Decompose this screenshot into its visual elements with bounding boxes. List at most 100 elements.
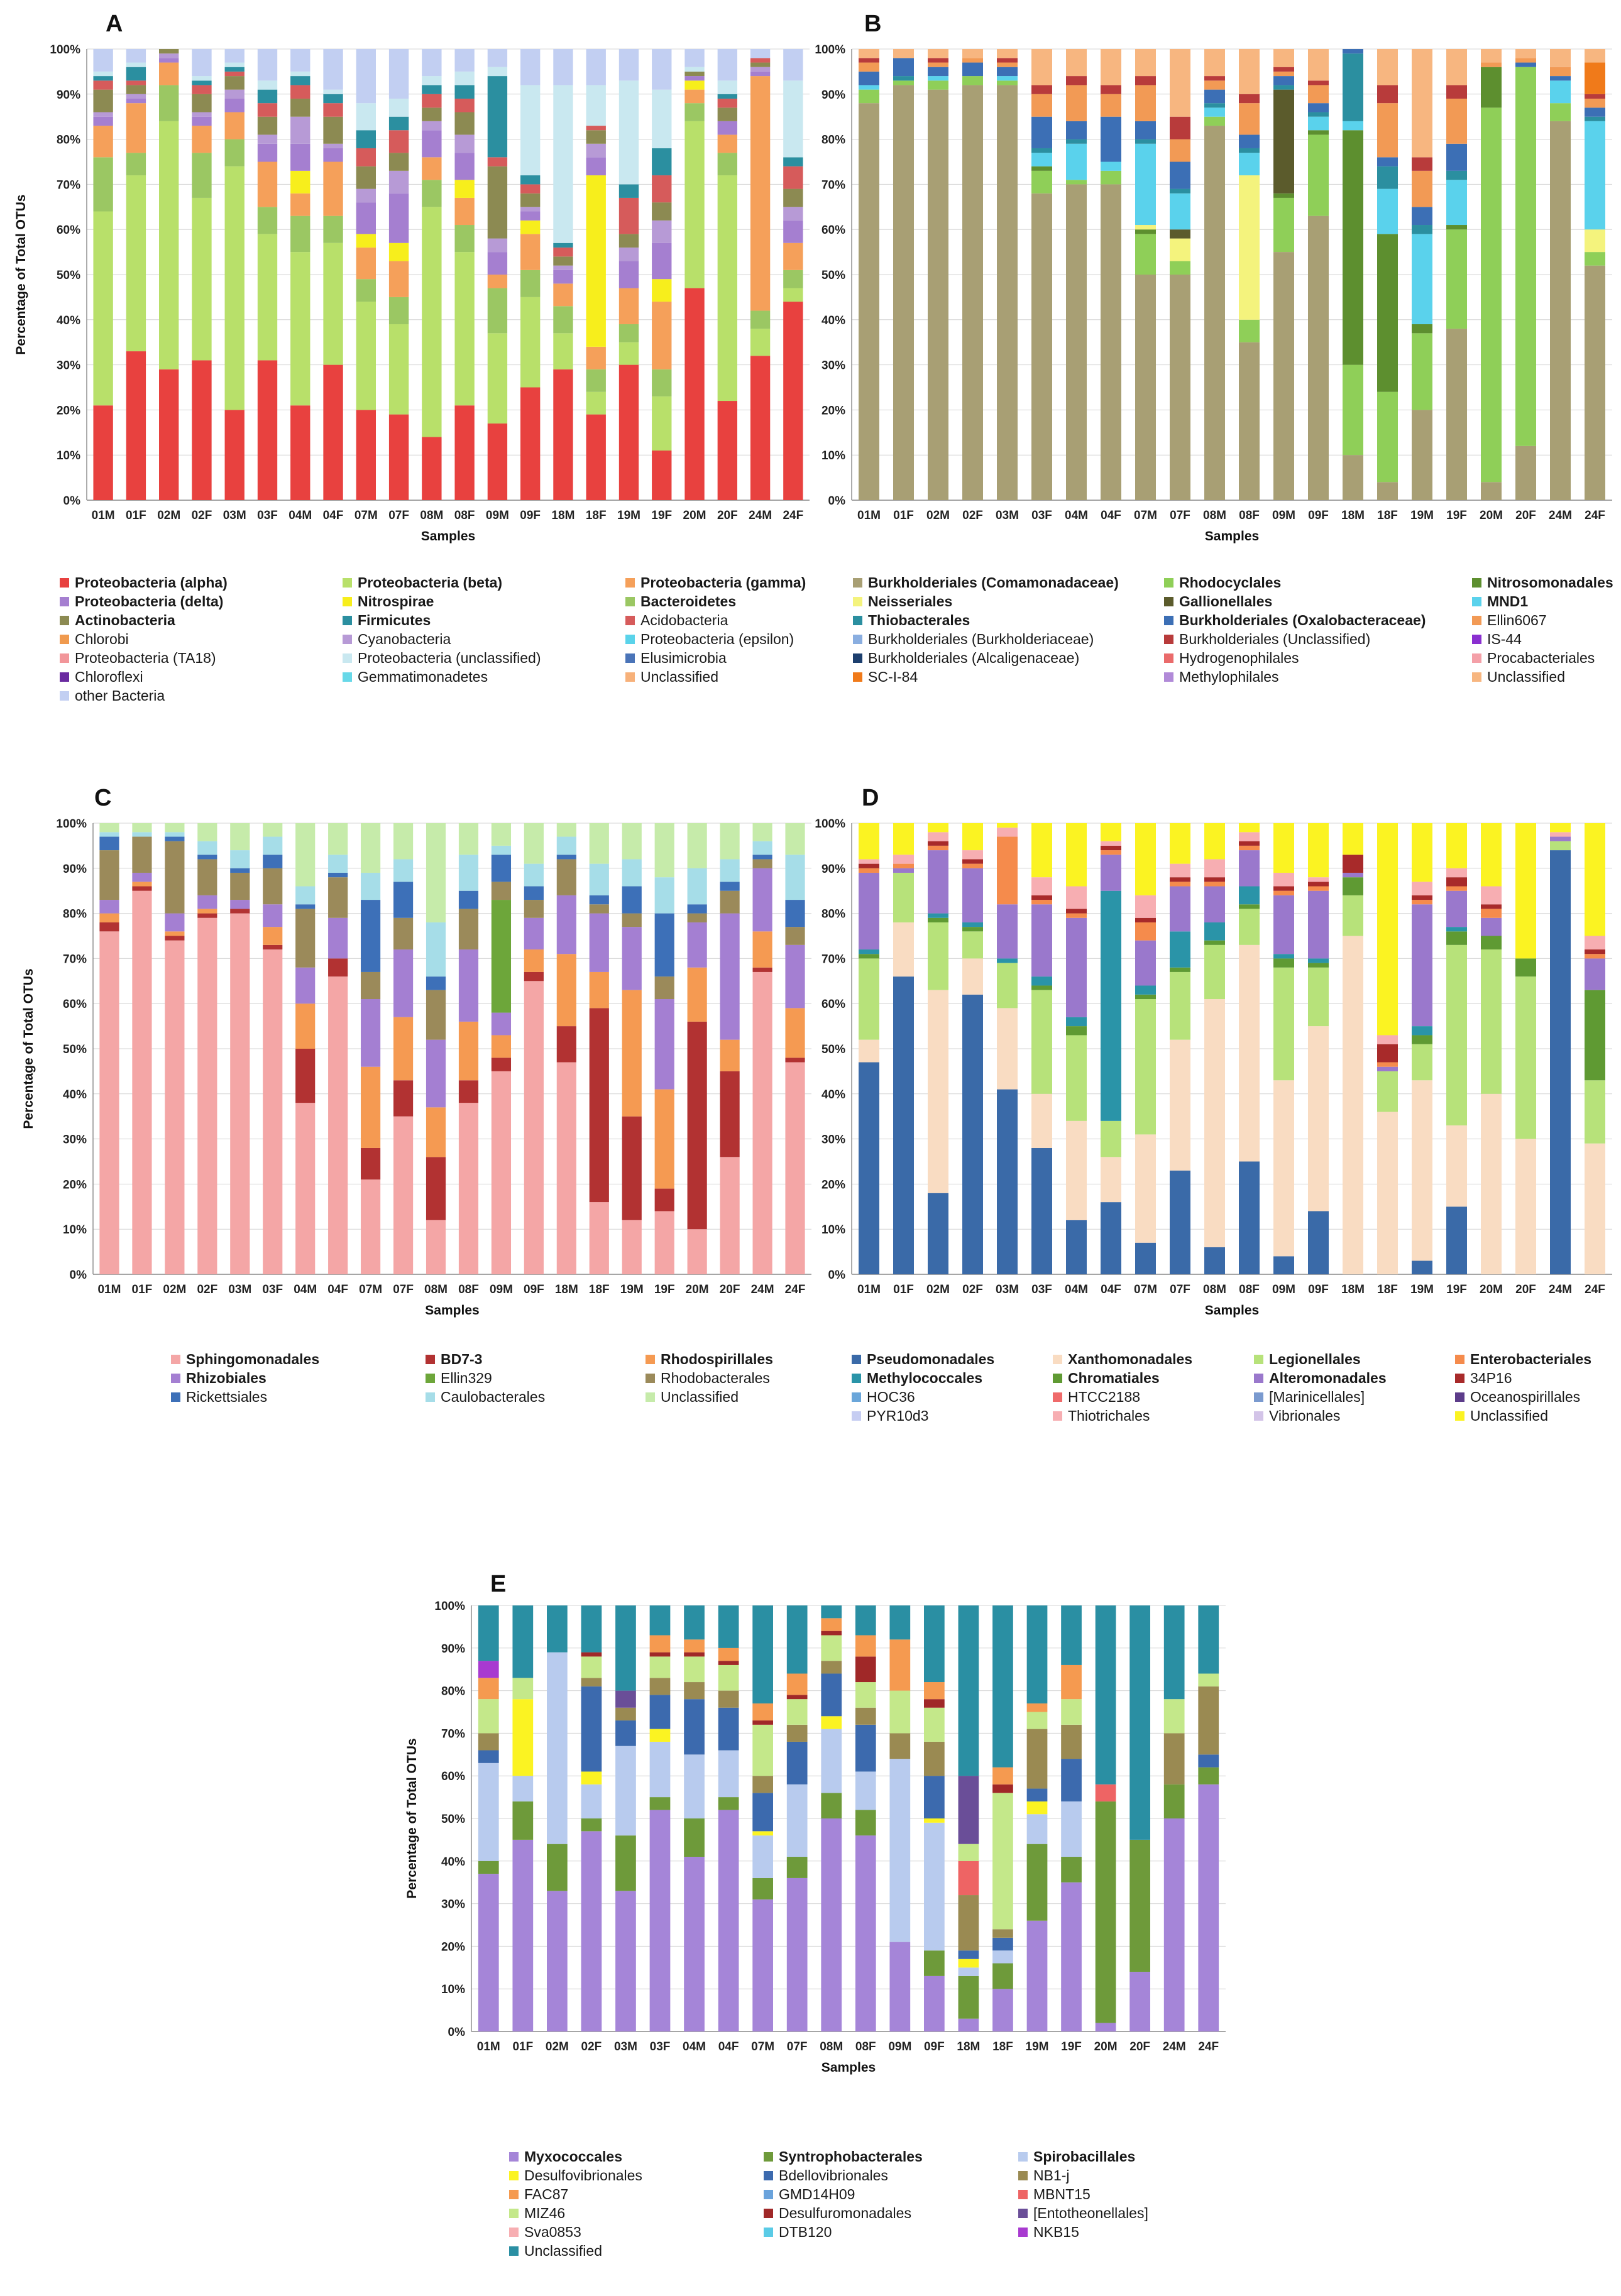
bar-segment: [924, 1741, 945, 1776]
bar-segment: [1066, 1035, 1087, 1121]
legend-swatch: [1472, 578, 1481, 588]
bar-segment: [958, 1967, 979, 1976]
bar-segment: [1585, 265, 1605, 500]
bar-segment: [422, 85, 442, 94]
bar-segment: [1239, 832, 1260, 841]
y-tick-label: 20%: [821, 1178, 845, 1191]
y-tick-label: 0%: [828, 1269, 846, 1282]
bar-segment: [717, 80, 737, 94]
bar-segment: [684, 89, 705, 104]
bar-segment: [859, 863, 879, 868]
x-tick-label: 03M: [996, 509, 1019, 522]
bar-segment: [1585, 958, 1605, 990]
x-tick-label: 18F: [589, 1283, 610, 1296]
bar-segment: [1412, 170, 1432, 207]
legend-swatch: [1472, 672, 1481, 682]
bar-segment: [958, 1844, 979, 1861]
legend-swatch: [60, 672, 69, 682]
bar-segment: [717, 401, 737, 500]
bar-segment: [1481, 904, 1502, 909]
bar-segment: [1550, 80, 1571, 104]
bar-segment: [997, 67, 1018, 77]
legend-item: HTCC2188: [1053, 1389, 1241, 1406]
bar-segment: [1239, 103, 1260, 135]
bar-segment: [1515, 976, 1536, 1139]
x-tick-label: 09F: [1308, 1283, 1329, 1296]
bar-segment: [458, 823, 479, 855]
x-tick-label: 03F: [1031, 1283, 1052, 1296]
bar-segment: [1031, 153, 1052, 167]
bar-segment: [1273, 76, 1294, 85]
legend-swatch: [852, 1355, 861, 1364]
bar-segment: [263, 904, 283, 927]
x-tick-label: 03F: [257, 509, 278, 522]
x-tick-label: 07M: [354, 509, 378, 522]
x-tick-label: 01F: [126, 509, 146, 522]
bar-segment: [553, 283, 573, 307]
bar-segment: [893, 85, 914, 500]
y-tick-label: 70%: [441, 1727, 465, 1741]
bar-segment: [1204, 999, 1225, 1247]
bar-segment: [323, 364, 343, 500]
legend-item: Thiotrichales: [1053, 1408, 1241, 1424]
bar-segment: [290, 170, 310, 194]
legend-label: Bacteroidetes: [640, 593, 737, 610]
bar-segment: [197, 913, 217, 918]
x-axis-title: Samples: [1205, 529, 1259, 544]
x-tick-label: 03F: [650, 2040, 671, 2053]
bar-segment: [1585, 121, 1605, 230]
bar-segment: [356, 49, 376, 104]
bar-segment: [1239, 909, 1260, 945]
y-tick-label: 60%: [821, 224, 845, 237]
bar-segment: [1308, 1211, 1329, 1274]
bar-segment: [1170, 116, 1190, 139]
bar-segment: [1308, 134, 1329, 216]
bar-segment: [1239, 1161, 1260, 1274]
bar-segment: [1101, 116, 1121, 162]
bar-segment: [487, 76, 508, 158]
bar-segment: [1481, 823, 1502, 887]
bar-segment: [454, 405, 475, 500]
chart-d-svg: D 0% 10% 20% 30% 40% 50% 60% 70% 80% 90% 100% 01M 01F…: [815, 785, 1612, 1318]
legend-item: MIZ46: [509, 2205, 751, 2222]
bar-segment: [889, 1605, 911, 1640]
legend-label: Chloroflexi: [75, 669, 143, 685]
bar-segment: [1412, 823, 1432, 882]
x-axis-title: Samples: [425, 1303, 479, 1318]
bar-segment: [752, 1720, 773, 1725]
bar-segment: [618, 364, 639, 500]
bar-segment: [126, 85, 146, 94]
bar-segment: [1204, 89, 1225, 104]
bar-segment: [958, 1605, 979, 1776]
bar-segment: [717, 107, 737, 121]
bar-segment: [1446, 49, 1467, 85]
legend-label: Ellin329: [441, 1370, 492, 1386]
legend-label: Rhodocyclales: [1179, 574, 1282, 591]
bar-segment: [992, 1989, 1013, 2031]
y-tick-label: 40%: [57, 314, 80, 327]
bar-segment: [1066, 909, 1087, 914]
bar-segment: [783, 288, 803, 302]
bar-segment: [1135, 917, 1156, 922]
bar-segment: [1135, 922, 1156, 941]
bar-segment: [1031, 895, 1052, 900]
bar-segment: [783, 80, 803, 158]
legend-label: Sva0853: [524, 2224, 581, 2240]
bar-segment: [478, 1733, 499, 1751]
legend-item: Sphingomonadales: [171, 1351, 413, 1368]
legend-label: Vibrionales: [1269, 1408, 1341, 1424]
legend-item: Elusimicrobia: [625, 650, 852, 667]
x-tick-label: 20M: [1094, 2040, 1118, 2053]
x-tick-label: 19F: [651, 509, 672, 522]
bar-segment: [962, 76, 983, 85]
bar-segment: [1239, 148, 1260, 153]
bar-segment: [1273, 958, 1294, 968]
x-tick-label: 18M: [1341, 1283, 1365, 1296]
bar-segment: [1412, 157, 1432, 171]
bar-segment: [553, 270, 573, 284]
bar-segment: [257, 143, 278, 162]
x-tick-label: 09M: [1272, 509, 1295, 522]
bar-segment: [1135, 999, 1156, 1135]
bar-segment: [586, 49, 606, 85]
x-tick-label: 03M: [996, 1283, 1019, 1296]
